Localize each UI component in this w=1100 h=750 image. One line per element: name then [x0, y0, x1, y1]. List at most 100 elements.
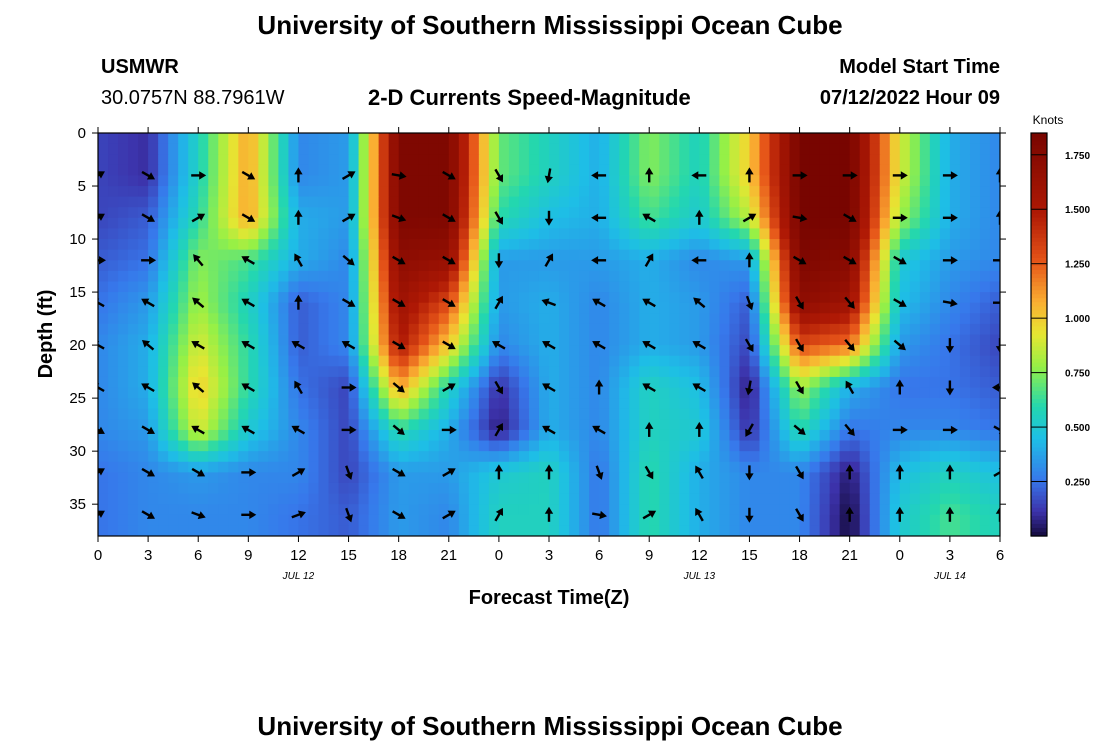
heatmap-cell	[268, 270, 279, 283]
heatmap-cell	[288, 504, 300, 516]
heatmap-cell	[218, 429, 229, 442]
heatmap-cell	[669, 493, 680, 505]
heatmap-cell	[188, 472, 199, 484]
heatmap-cell	[298, 228, 310, 240]
heatmap-cell	[569, 313, 580, 325]
heatmap-cell	[589, 440, 600, 452]
heatmap-cell	[929, 217, 941, 230]
heatmap-cell	[428, 504, 440, 516]
heatmap-cell	[258, 302, 269, 314]
heatmap-cell	[218, 217, 229, 230]
colorbar-segment	[1031, 531, 1047, 537]
heatmap-cell	[188, 207, 199, 219]
heatmap-cell	[538, 133, 550, 145]
heatmap-cell	[238, 196, 249, 208]
heatmap-cell	[969, 398, 981, 410]
heatmap-cell	[989, 366, 1000, 378]
heatmap-cell	[929, 239, 941, 251]
heatmap-cell	[168, 398, 179, 410]
heatmap-cell	[919, 440, 931, 452]
heatmap-cell	[599, 260, 610, 272]
heatmap-cell	[789, 133, 801, 145]
heatmap-cell	[378, 493, 390, 505]
heatmap-cell	[799, 387, 811, 399]
current-arrow	[993, 259, 1000, 262]
heatmap-cell	[849, 175, 861, 187]
heatmap-cell	[128, 143, 139, 155]
heatmap-cell	[368, 133, 380, 145]
heatmap-cell	[358, 355, 370, 367]
heatmap-cell	[438, 164, 450, 177]
current-arrow	[693, 297, 706, 309]
heatmap-cell	[238, 249, 249, 261]
heatmap-cell	[779, 164, 791, 177]
heatmap-cell	[98, 143, 109, 155]
heatmap-cell	[849, 355, 861, 367]
heatmap-cell	[448, 440, 460, 452]
current-arrow	[191, 467, 206, 477]
heatmap-cell	[739, 376, 751, 389]
current-arrow	[695, 209, 704, 225]
heatmap-cell	[949, 143, 961, 155]
heatmap-cell	[418, 175, 430, 187]
heatmap-cell	[589, 133, 600, 145]
heatmap-cell	[589, 429, 600, 442]
heatmap-cell	[809, 408, 821, 420]
heatmap-cell	[699, 419, 710, 431]
heatmap-cell	[318, 482, 330, 495]
heatmap-cell	[348, 440, 360, 452]
heatmap-cell	[98, 408, 109, 420]
heatmap-cell	[248, 302, 259, 314]
heatmap-cell	[789, 451, 801, 463]
heatmap-cell	[368, 461, 380, 473]
heatmap-cell	[889, 355, 901, 367]
current-arrow	[192, 297, 205, 309]
heatmap-cell	[448, 482, 460, 495]
heatmap-cell	[589, 302, 600, 314]
heatmap-cell	[138, 239, 149, 251]
current-arrow	[392, 467, 406, 477]
heatmap-cell	[538, 345, 550, 357]
heatmap-cell	[929, 143, 941, 155]
heatmap-cell	[849, 398, 861, 410]
heatmap-cell	[148, 302, 159, 314]
heatmap-cell	[218, 249, 229, 261]
heatmap-cell	[258, 239, 269, 251]
heatmap-cell	[909, 419, 921, 431]
heatmap-cell	[278, 482, 290, 495]
heatmap-cell	[979, 493, 991, 505]
heatmap-cell	[338, 323, 350, 336]
heatmap-cell	[709, 429, 720, 442]
heatmap-cell	[148, 249, 159, 261]
heatmap-cell	[468, 482, 480, 495]
heatmap-cell	[468, 419, 480, 431]
heatmap-cell	[148, 175, 159, 187]
heatmap-cell	[218, 408, 229, 420]
heatmap-cell	[218, 334, 229, 346]
heatmap-cell	[438, 408, 450, 420]
heatmap-cell	[488, 207, 500, 219]
heatmap-cell	[609, 270, 620, 283]
heatmap-cell	[579, 260, 590, 272]
heatmap-cell	[969, 260, 981, 272]
heatmap-cell	[448, 143, 460, 155]
colorbar-segment	[1031, 350, 1047, 356]
heatmap-cell	[829, 525, 841, 536]
heatmap-cell	[589, 186, 600, 198]
colorbar-tick-label: 1.750	[1065, 151, 1090, 162]
heatmap-cell	[318, 366, 330, 378]
heatmap-cell	[669, 461, 680, 473]
heatmap-cell	[989, 440, 1000, 452]
heatmap-cell	[739, 493, 751, 505]
heatmap-cell	[398, 376, 410, 389]
heatmap-cell	[448, 260, 460, 272]
heatmap-cell	[148, 164, 159, 177]
heatmap-cell	[378, 228, 390, 240]
heatmap-cell	[458, 175, 470, 187]
heatmap-cell	[208, 472, 219, 484]
heatmap-cell	[228, 376, 239, 389]
heatmap-cell	[518, 323, 530, 336]
heatmap-cell	[679, 345, 690, 357]
heatmap-cell	[859, 239, 871, 251]
heatmap-cell	[979, 355, 991, 367]
